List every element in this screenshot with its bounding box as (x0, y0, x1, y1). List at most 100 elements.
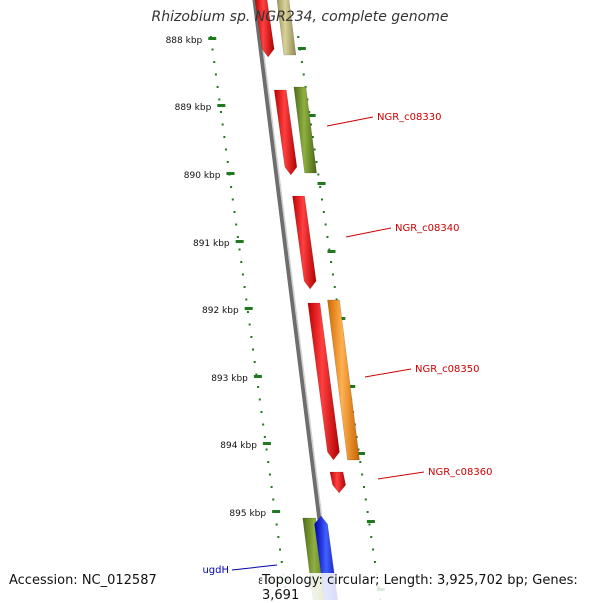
ruler-major-tick-right (327, 250, 336, 253)
ruler-dot-left (253, 361, 256, 363)
ruler-major-tick-left (244, 307, 253, 310)
ruler-dot-left (235, 223, 238, 226)
ruler-major-tick-right (307, 114, 316, 117)
ruler-dot-right (362, 486, 365, 488)
ruler-dot-right (364, 498, 367, 501)
gene-feature-red (254, 0, 275, 58)
ruler-dot-left (280, 561, 283, 563)
ruler-major-tick-right (297, 47, 306, 50)
ruler-major-tick-left (272, 510, 281, 513)
gene-feature-orange (327, 299, 360, 461)
gene-feature-khaki (276, 0, 297, 56)
ruler-major-tick-right (317, 182, 326, 185)
ruler-dot-left (248, 323, 251, 326)
ruler-dot-right (373, 561, 376, 563)
ruler-major-tick-right (366, 520, 375, 523)
ruler-dot-right (328, 248, 331, 251)
ruler-dot-right (313, 148, 316, 151)
ruler-label: 892 kbp (202, 306, 239, 316)
ruler-dot-left (255, 373, 258, 376)
ruler-dot-left (243, 286, 246, 288)
ruler-dot-left (226, 161, 229, 163)
ruler-major-tick-left (226, 172, 235, 175)
gene-label: NGR_c08340 (395, 223, 460, 234)
ruler-label: 891 kbp (193, 239, 230, 249)
gene-label: ugdH (202, 565, 229, 576)
map-title: Rhizobium sp. NGR234, complete genome (151, 9, 449, 25)
ruler-major-tick-left (262, 442, 271, 445)
ruler-dot-left (257, 386, 260, 388)
ruler-dot-left (279, 548, 282, 551)
ruler-dot-right (335, 298, 338, 301)
ruler-major-tick-right (356, 452, 365, 455)
ruler-dot-right (308, 111, 311, 113)
ruler-dot-right (310, 123, 313, 126)
gene-feature-red (329, 471, 346, 494)
ruler-label: 888 kbp (166, 36, 203, 46)
gene-label: NGR_c08360 (428, 467, 493, 478)
ruler-major-tick-left (235, 240, 244, 243)
ruler-dot-right (330, 261, 333, 263)
ruler-dot-left (245, 298, 248, 301)
ruler-dot-left (216, 86, 219, 88)
ruler-dot-right (372, 548, 375, 551)
ruler-label: 895 kbp (229, 509, 266, 519)
ruler-dot-left (240, 261, 243, 263)
accession-text: Accession: NC_012587 (9, 573, 157, 588)
ruler-dot-right (300, 61, 303, 63)
ruler-major-tick-right (347, 385, 356, 388)
ruler-dot-right (331, 273, 334, 276)
ruler-dot-left (263, 436, 266, 438)
ruler-dot-right (317, 173, 320, 176)
ruler-dot-left (267, 461, 270, 463)
gene-leader-line (345, 227, 392, 238)
ruler-dot-right (333, 286, 336, 288)
ruler-dot-right (359, 461, 362, 463)
ruler-dot-left (219, 111, 222, 113)
gene-leader-line (231, 564, 278, 571)
gene-feature-red (307, 302, 340, 461)
ruler-dot-right (319, 186, 322, 188)
ruler-dot-left (230, 186, 233, 188)
ruler-dot-right (368, 523, 371, 526)
ruler-major-tick-left (217, 104, 226, 107)
ruler-dot-left (225, 148, 228, 151)
ruler-major-tick-left (253, 375, 262, 378)
gene-leader-line (326, 116, 374, 127)
gene-label: NGR_c08330 (377, 112, 442, 123)
topology-text: Topology: circular; Length: 3,925,702 bp… (262, 573, 600, 603)
gene-label: NGR_c08350 (415, 364, 480, 375)
ruler-dot-left (211, 48, 214, 51)
ruler-dot-left (213, 61, 216, 63)
ruler-dot-right (361, 473, 364, 476)
ruler-dot-right (315, 161, 318, 163)
ruler-label: 890 kbp (184, 171, 221, 181)
ruler-dot-left (218, 98, 221, 101)
ruler-dot-left (277, 536, 280, 538)
ruler-dot-left (275, 523, 278, 526)
ruler-dot-right (302, 73, 305, 76)
ruler-dot-left (268, 473, 271, 476)
ruler-dot-left (221, 123, 224, 126)
ruler-dot-left (238, 248, 241, 251)
gene-feature-olive (293, 86, 317, 174)
ruler-dot-left (231, 198, 234, 201)
ruler-dot-left (272, 498, 275, 501)
ruler-dot-right (311, 136, 314, 138)
ruler-dot-left (241, 273, 244, 276)
ruler-dot-left (265, 448, 268, 451)
ruler-dot-left (214, 73, 217, 76)
ruler-dot-left (262, 423, 265, 426)
ruler-dot-left (233, 211, 236, 213)
ruler-dot-right (357, 448, 360, 451)
ruler-dot-left (252, 348, 255, 351)
ruler-dot-right (355, 436, 358, 438)
ruler-dot-right (322, 211, 325, 213)
ruler-dot-left (236, 236, 239, 238)
ruler-dot-left (223, 136, 226, 138)
genome-backbone (252, 0, 333, 600)
ruler-dot-left (246, 311, 249, 313)
gene-feature-red (273, 89, 298, 176)
